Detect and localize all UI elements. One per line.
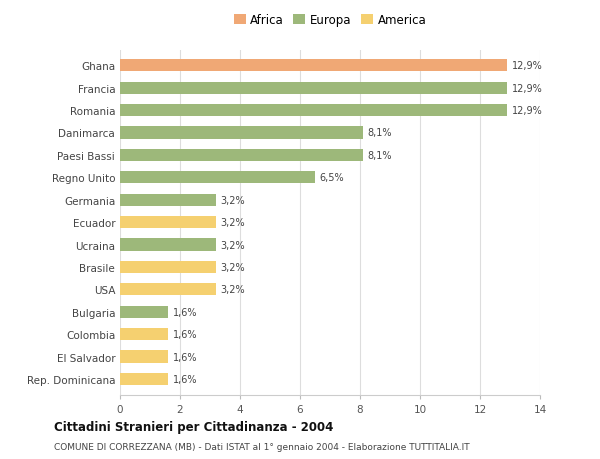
Text: 1,6%: 1,6% bbox=[173, 330, 197, 339]
Text: 3,2%: 3,2% bbox=[221, 263, 245, 272]
Text: 3,2%: 3,2% bbox=[221, 195, 245, 205]
Bar bbox=[120, 150, 363, 162]
Legend: Africa, Europa, America: Africa, Europa, America bbox=[232, 11, 428, 29]
Text: 8,1%: 8,1% bbox=[367, 128, 392, 138]
Text: 6,5%: 6,5% bbox=[320, 173, 344, 183]
Text: 1,6%: 1,6% bbox=[173, 307, 197, 317]
Text: 12,9%: 12,9% bbox=[511, 106, 542, 116]
Text: 3,2%: 3,2% bbox=[221, 218, 245, 228]
Bar bbox=[120, 172, 315, 184]
Bar bbox=[120, 261, 216, 274]
Text: 8,1%: 8,1% bbox=[367, 151, 392, 161]
Bar bbox=[120, 284, 216, 296]
Text: 12,9%: 12,9% bbox=[511, 61, 542, 71]
Bar bbox=[120, 239, 216, 251]
Bar bbox=[120, 127, 363, 140]
Bar bbox=[120, 328, 168, 341]
Bar bbox=[120, 194, 216, 207]
Bar bbox=[120, 82, 507, 95]
Bar bbox=[120, 105, 507, 117]
Text: COMUNE DI CORREZZANA (MB) - Dati ISTAT al 1° gennaio 2004 - Elaborazione TUTTITA: COMUNE DI CORREZZANA (MB) - Dati ISTAT a… bbox=[54, 442, 470, 451]
Bar bbox=[120, 373, 168, 385]
Text: 3,2%: 3,2% bbox=[221, 285, 245, 295]
Text: Cittadini Stranieri per Cittadinanza - 2004: Cittadini Stranieri per Cittadinanza - 2… bbox=[54, 420, 334, 434]
Text: 1,6%: 1,6% bbox=[173, 352, 197, 362]
Bar bbox=[120, 306, 168, 318]
Bar bbox=[120, 217, 216, 229]
Text: 3,2%: 3,2% bbox=[221, 240, 245, 250]
Bar bbox=[120, 60, 507, 72]
Bar bbox=[120, 351, 168, 363]
Text: 12,9%: 12,9% bbox=[511, 84, 542, 94]
Text: 1,6%: 1,6% bbox=[173, 374, 197, 384]
